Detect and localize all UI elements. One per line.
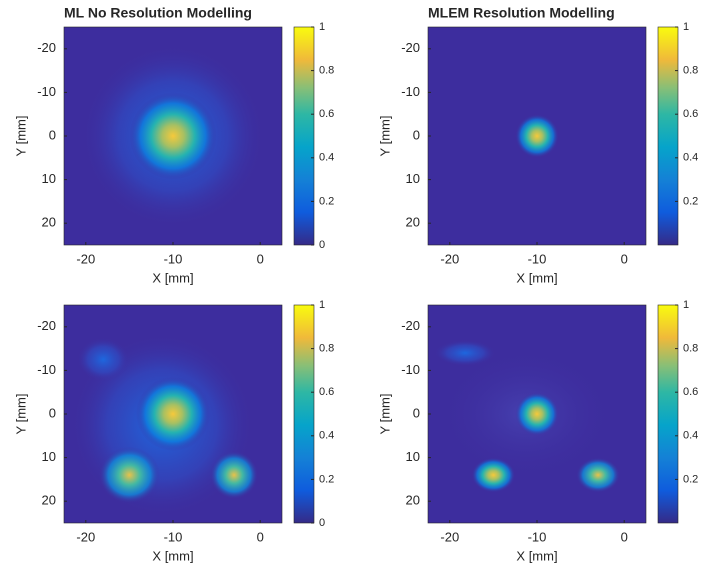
- colorbar-tick-label: 0.2: [319, 195, 334, 207]
- colorbar-tick-label: 0.4: [319, 430, 334, 442]
- colorbar-tick-label: 0.8: [319, 343, 334, 355]
- intensity-blob: [576, 457, 620, 493]
- y-tick-label: -20: [401, 40, 420, 55]
- y-tick-label: 10: [406, 449, 420, 464]
- x-tick-label: 0: [257, 529, 264, 544]
- x-tick-label: -10: [528, 251, 547, 266]
- y-tick-label: -10: [37, 84, 56, 99]
- colorbar-tick-label: 0.6: [319, 386, 334, 398]
- y-tick-label: 20: [42, 493, 56, 508]
- colorbar-tick-label: 1: [319, 21, 325, 33]
- colorbar: [293, 304, 315, 524]
- intensity-blob: [471, 457, 516, 493]
- y-axis-label: Y [mm]: [13, 394, 28, 435]
- y-tick-label: -10: [401, 362, 420, 377]
- y-tick-label: -20: [401, 318, 420, 333]
- colorbar-tick-label: 0.8: [683, 343, 698, 355]
- y-tick-label: 10: [42, 171, 56, 186]
- panel-title: MLEM Resolution Modelling: [428, 5, 615, 21]
- y-tick-label: -20: [37, 318, 56, 333]
- colorbar-tick-label: 1: [319, 299, 325, 311]
- x-tick-label: -10: [164, 251, 183, 266]
- colorbar-tick-label: 0.2: [683, 473, 698, 485]
- y-tick-label: 0: [413, 405, 420, 420]
- panel: MLEM Resolution Modelling -20 -10 0 -20 -10 0 1…: [377, 5, 698, 286]
- colorbar-tick-label: 0: [319, 239, 325, 251]
- y-axis-label: Y [mm]: [377, 116, 392, 157]
- y-axis-label: Y [mm]: [13, 116, 28, 157]
- heatmap-image: [70, 333, 259, 517]
- x-tick-label: 0: [621, 251, 628, 266]
- panel: -20 -10 0 -20 -10 0 10 20 X [mm] Y [mm] 0.2 0.4 0.6 0…: [377, 299, 698, 564]
- x-axis-label: X [mm]: [152, 270, 193, 285]
- intensity-blob: [135, 376, 211, 452]
- intensity-blob: [210, 451, 259, 500]
- y-tick-label: 20: [406, 493, 420, 508]
- y-tick-label: 20: [42, 215, 56, 230]
- intensity-blob: [515, 114, 559, 158]
- colorbar-tick-label: 0.8: [683, 65, 698, 77]
- colorbar-tick-label: 0: [319, 517, 325, 529]
- x-tick-label: -10: [164, 529, 183, 544]
- colorbar-tick-label: 0.4: [319, 152, 334, 164]
- x-tick-label: -20: [76, 529, 95, 544]
- y-tick-label: -10: [37, 362, 56, 377]
- heatmap-image: [515, 114, 559, 158]
- intensity-blob: [515, 392, 559, 436]
- colorbar-tick-label: 1: [683, 299, 689, 311]
- x-axis-label: X [mm]: [516, 548, 557, 563]
- y-tick-label: -10: [401, 84, 420, 99]
- colorbar: [657, 304, 679, 524]
- panel-title: ML No Resolution Modelling: [64, 5, 252, 21]
- intensity-blob: [98, 446, 160, 504]
- y-tick-label: 0: [413, 127, 420, 142]
- intensity-blob: [129, 92, 217, 180]
- x-tick-label: -20: [440, 529, 459, 544]
- x-axis-label: X [mm]: [152, 548, 193, 563]
- colorbar: [657, 26, 679, 246]
- colorbar-tick-label: 1: [683, 21, 689, 33]
- y-tick-label: 10: [406, 171, 420, 186]
- x-tick-label: -10: [528, 529, 547, 544]
- panel: ML No Resolution Modelling -20 -10 0 -20 -10 0…: [13, 5, 334, 286]
- x-tick-label: 0: [621, 529, 628, 544]
- colorbar-tick-label: 0.8: [319, 65, 334, 77]
- y-axis-label: Y [mm]: [377, 394, 392, 435]
- colorbar-tick-label: 0.6: [319, 108, 334, 120]
- heatmap-image: [434, 339, 620, 493]
- colorbar-tick-label: 0.2: [683, 195, 698, 207]
- colorbar-tick-label: 0.6: [683, 386, 698, 398]
- y-tick-label: 10: [42, 449, 56, 464]
- intensity-blob: [77, 337, 130, 382]
- y-tick-label: 0: [49, 127, 56, 142]
- colorbar-tick-label: 0.6: [683, 108, 698, 120]
- heatmap-image: [81, 44, 265, 228]
- colorbar: [293, 26, 315, 246]
- colorbar-tick-label: 0.4: [683, 430, 698, 442]
- y-tick-label: 20: [406, 215, 420, 230]
- x-tick-label: 0: [257, 251, 264, 266]
- y-tick-label: -20: [37, 40, 56, 55]
- y-tick-label: 0: [49, 405, 56, 420]
- colorbar-tick-label: 0.2: [319, 473, 334, 485]
- x-axis-label: X [mm]: [516, 270, 557, 285]
- intensity-blob: [434, 339, 496, 367]
- colorbar-tick-label: 0.4: [683, 152, 698, 164]
- panel: -20 -10 0 -20 -10 0 10 20 X [mm] Y [mm] 0 0.2 0.4 0.6…: [13, 299, 334, 564]
- x-tick-label: -20: [76, 251, 95, 266]
- x-tick-label: -20: [440, 251, 459, 266]
